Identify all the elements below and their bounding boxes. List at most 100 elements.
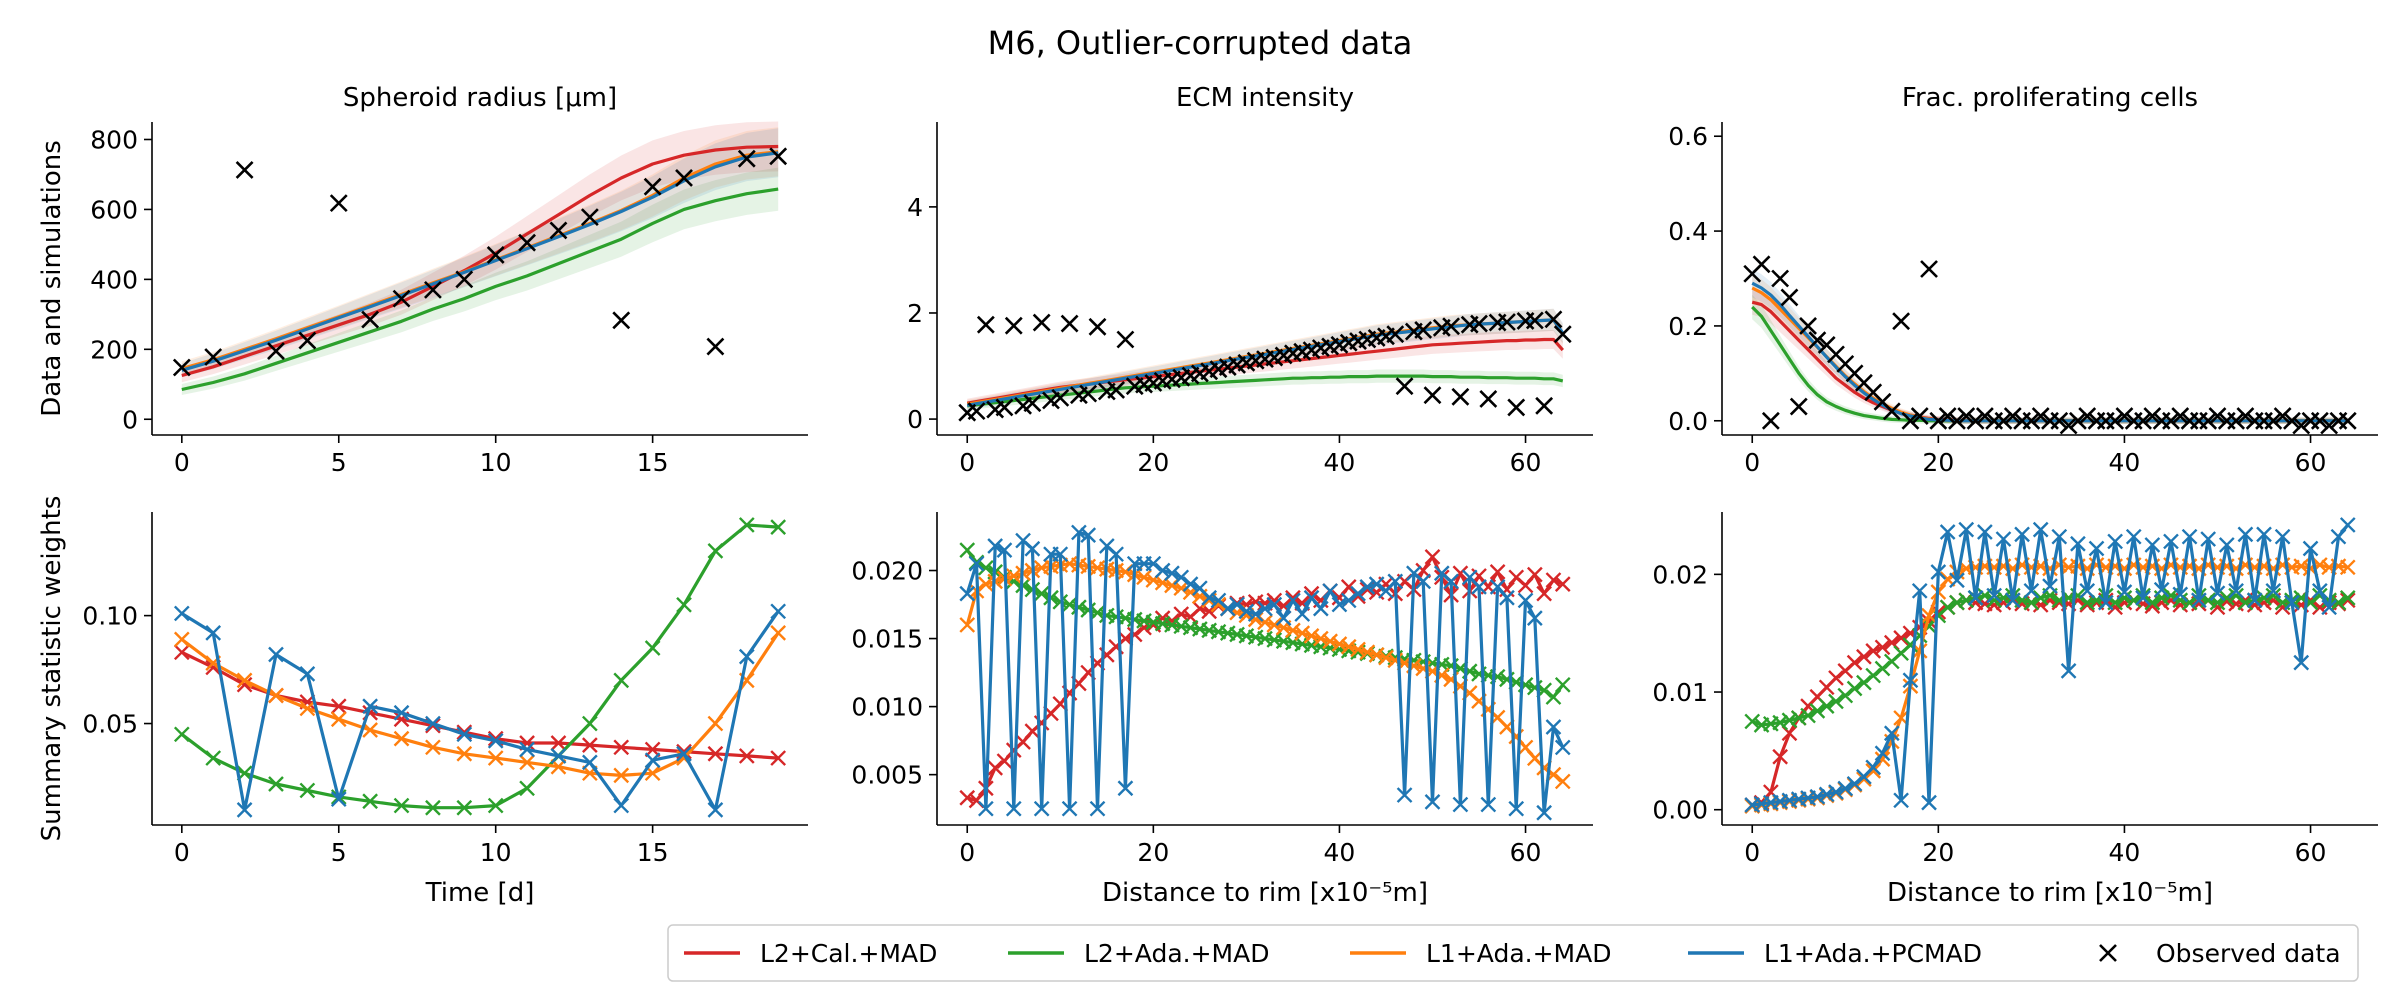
- observed-point: [1479, 390, 1498, 408]
- observed-data: [1743, 255, 2357, 435]
- data-point: [1443, 573, 1459, 590]
- data-point: [707, 745, 724, 762]
- data-point: [1837, 780, 1854, 797]
- data-point: [1350, 585, 1366, 602]
- data-point: [2172, 592, 2189, 609]
- data-point: [1865, 759, 1882, 776]
- data-point: [173, 631, 190, 648]
- data-point: [1322, 633, 1338, 650]
- data-point: [1499, 589, 1515, 606]
- data-point: [2293, 558, 2310, 574]
- x-tick-label: 0: [174, 448, 190, 477]
- data-point: [487, 797, 504, 814]
- panel-title: ECM intensity: [1176, 83, 1354, 113]
- legend-label: L2+Cal.+MAD: [760, 939, 937, 968]
- legend-label: L1+Ada.+PCMAD: [1764, 939, 1982, 968]
- data-point: [1517, 592, 1534, 609]
- data-point: [425, 799, 441, 816]
- observed-point: [2134, 411, 2152, 430]
- data-point: [2218, 590, 2235, 606]
- data-point: [1061, 596, 1078, 613]
- data-point: [1526, 610, 1543, 626]
- data-point: [1173, 569, 1190, 586]
- observed-point: [995, 398, 1014, 417]
- y-tick-label: 800: [90, 125, 138, 154]
- legend-item-observed: Observed data: [2099, 939, 2341, 968]
- data-point: [1846, 775, 1863, 792]
- data-point: [1508, 800, 1525, 817]
- series-line-L2_ada_mad: [1751, 305, 2348, 423]
- series-line-L2_ada_mad: [967, 374, 1564, 408]
- y-tick-label: 0.6: [1668, 122, 1708, 151]
- data-point: [1201, 589, 1218, 606]
- legend-item-L2_cal_mad: L2+Cal.+MAD: [684, 939, 937, 968]
- simulation-band-L1_ada_pcmad: [181, 128, 779, 378]
- y-tick-label: 600: [90, 195, 138, 224]
- data-point: [959, 789, 976, 806]
- data-point: [2032, 521, 2049, 538]
- y-tick-label: 0.02: [1652, 560, 1708, 589]
- observed-point: [1442, 317, 1461, 336]
- data-point: [268, 776, 284, 792]
- data-point: [2079, 594, 2096, 611]
- data-point: [1322, 583, 1338, 599]
- data-point: [1865, 667, 1882, 684]
- data-point: [1285, 622, 1301, 639]
- legend: L2+Cal.+MAD L2+Ada.+MAD L1+Ada.+MAD L1+Ada.…: [667, 924, 2359, 982]
- data-point: [1818, 786, 1835, 803]
- data-point: [1545, 689, 1562, 705]
- data-point: [1285, 592, 1301, 609]
- data-point: [1986, 592, 2003, 609]
- x-tick-label: 60: [1510, 838, 1542, 867]
- data-point: [1828, 670, 1844, 686]
- data-point: [2237, 526, 2254, 543]
- data-point: [1117, 780, 1134, 797]
- figure-title: M6, Outlier-corrupted data: [988, 24, 1413, 62]
- data-point: [1396, 787, 1413, 803]
- data-point: [1865, 643, 1882, 659]
- observed-point: [1395, 377, 1414, 396]
- data-point: [1874, 745, 1891, 762]
- y-tick-label: 0.010: [851, 693, 923, 722]
- data-point: [1536, 804, 1552, 821]
- data-point: [707, 715, 724, 732]
- simulation-band-L2_cal_mad: [1752, 289, 2348, 424]
- data-point: [1266, 596, 1283, 613]
- observed-point: [1525, 311, 1544, 330]
- data-point: [2023, 582, 2040, 599]
- series-line-L1_ada_mad: [1751, 286, 2348, 423]
- x-tick-label: 0: [174, 838, 190, 867]
- legend-item-L2_ada_mad: L2+Ada.+MAD: [1008, 939, 1269, 968]
- observed-point: [1799, 317, 1817, 335]
- observed-point: [329, 194, 348, 213]
- data-point: [2163, 533, 2179, 550]
- data-point: [393, 730, 410, 747]
- data-point: [1554, 739, 1571, 756]
- data-point: [2079, 582, 2096, 599]
- observed-point: [2320, 416, 2339, 435]
- data-point: [2246, 592, 2263, 609]
- observed-point: [1752, 255, 1771, 274]
- data-point: [959, 585, 976, 602]
- panel-prolif-top: 0 20 40 60 0.0 0.2 0.4 0.6 Frac. proliferating c…: [1668, 83, 2378, 477]
- observed-point: [1975, 407, 1994, 425]
- data-point: [1865, 763, 1882, 779]
- y-tick-label: 400: [90, 265, 138, 294]
- observed-point: [1507, 398, 1526, 417]
- data-point: [1809, 788, 1826, 805]
- observed-point: [675, 169, 693, 187]
- data-point: [205, 750, 222, 766]
- data-point: [1818, 698, 1835, 715]
- data-point: [2125, 528, 2142, 545]
- panel-radius-weights: 0 5 10 15 0.05 0.10 Time [d] Summary statistic …: [37, 496, 808, 908]
- observed-point: [1116, 330, 1135, 349]
- data-point: [1154, 562, 1171, 579]
- data-point: [2256, 590, 2272, 606]
- data-point: [1136, 569, 1152, 586]
- data-point: [1424, 549, 1441, 565]
- data-point: [2339, 517, 2356, 533]
- legend-items: L2+Cal.+MAD L2+Ada.+MAD L1+Ada.+MAD L1+Ada.…: [684, 939, 2341, 968]
- data-point: [2060, 663, 2077, 679]
- simulation-band-group: [181, 121, 779, 395]
- series-markers-L1_ada_pcmad: [959, 524, 1571, 821]
